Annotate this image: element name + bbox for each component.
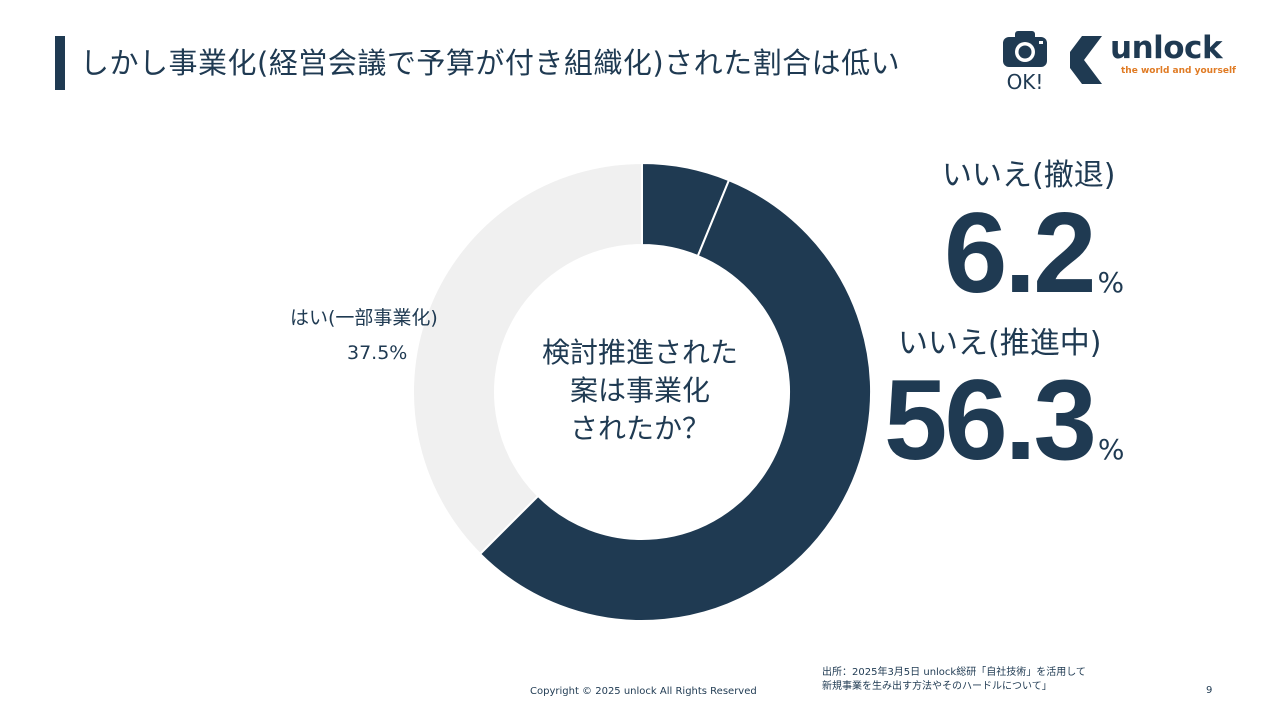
slide-title: しかし事業化(経営会議で予算が付き組織化)された割合は低い <box>80 46 901 80</box>
slice-label-withdrawn: いいえ(撤退) <box>942 158 1116 193</box>
photo-ok-badge: OK! <box>1000 28 1050 94</box>
withdrawn-percent-sign: % <box>1097 266 1125 299</box>
center-question-line: 検討推進された <box>541 336 738 369</box>
in-progress-percent-sign: % <box>1097 433 1125 466</box>
slice-label-in-progress: いいえ(推進中) <box>898 326 1102 361</box>
donut-slice-yes <box>412 161 643 556</box>
source-line: 新規事業を生み出す方法やそのハードルについて」 <box>822 681 1052 692</box>
unlock-logo-mark-icon <box>1070 36 1102 84</box>
slice-label-yes: はい(一部事業化) <box>290 307 438 329</box>
slice-value-yes: 37.5% <box>347 342 408 364</box>
donut-slice-in-progress <box>478 178 872 622</box>
camera-icon <box>1003 31 1047 67</box>
in-progress-big-number: 56.3 <box>884 357 1097 484</box>
withdrawn-big-number: 6.2 <box>944 190 1096 317</box>
copyright-text: Copyright © 2025 unlock All Rights Reser… <box>530 686 757 697</box>
logo-tagline: the world and yourself <box>1121 66 1236 76</box>
source-line: 出所：2025年3月5日 unlock総研「自社技術」を活用して <box>822 667 1086 678</box>
source-note: 出所：2025年3月5日 unlock総研「自社技術」を活用して 新規事業を生み… <box>822 666 1086 694</box>
center-question-line: されたか？ <box>569 412 710 445</box>
logo-wordmark: unlock <box>1110 30 1223 66</box>
center-question-line: 案は事業化 <box>569 374 710 407</box>
slice-value-withdrawn: 6.2% <box>944 188 1124 319</box>
slice-value-in-progress: 56.3% <box>884 355 1125 486</box>
camera-ok-label: OK! <box>1006 70 1044 94</box>
donut-center-question: 検討推進された 案は事業化 されたか？ <box>500 334 780 448</box>
page-number: 9 <box>1206 685 1213 696</box>
title-accent-bar <box>55 36 65 90</box>
